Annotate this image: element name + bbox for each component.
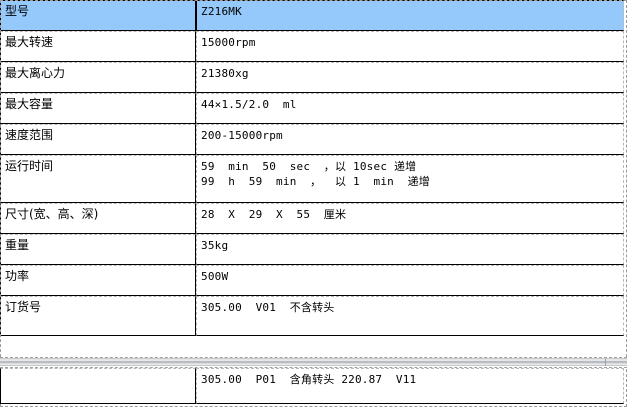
page-break-tick	[605, 359, 606, 366]
row-value-cell: 305.00 P01 含角转头 220.87 V11	[196, 368, 624, 404]
row-value-cell: 59 min 50 sec ，以 10sec 递增 99 h 59 min ， …	[196, 155, 624, 203]
row-value: 200-15000rpm	[201, 129, 283, 142]
row-value: 59 min 50 sec ，以 10sec 递增 99 h 59 min ， …	[201, 160, 431, 188]
row-label-cell: 重量	[0, 234, 196, 265]
row-value: 28 X 29 X 55 厘米	[201, 208, 347, 221]
table-row-model: 型号 Z216MK	[0, 0, 624, 31]
table-row-dimensions: 尺寸(宽、高、深) 28 X 29 X 55 厘米	[0, 203, 624, 234]
row-value-cell: 35kg	[196, 234, 624, 265]
row-label-cell: 最大转速	[0, 31, 196, 62]
row-label-cell: 最大离心力	[0, 62, 196, 93]
row-label-cell: 尺寸(宽、高、深)	[0, 203, 196, 234]
row-value-cell: 305.00 V01 不含转头	[196, 296, 624, 336]
page-break-separator	[0, 357, 627, 368]
specification-table-body: 型号 Z216MK 最大转速 15000rpm 最大离心力	[0, 0, 624, 336]
row-value: Z216MK	[201, 5, 242, 18]
row-label: 最大离心力	[5, 66, 66, 80]
row-value: 15000rpm	[201, 36, 256, 49]
row-value: 44×1.5/2.0 ml	[201, 98, 297, 111]
table-row-max-capacity: 最大容量 44×1.5/2.0 ml	[0, 93, 624, 124]
page-break-top-rule	[0, 357, 627, 358]
row-label: 最大转速	[5, 35, 54, 49]
row-label: 尺寸(宽、高、深)	[5, 207, 99, 221]
row-value-cell: 200-15000rpm	[196, 124, 624, 155]
table-row-run-time: 运行时间 59 min 50 sec ，以 10sec 递增 99 h 59 m…	[0, 155, 624, 203]
row-label: 订货号	[5, 300, 42, 314]
row-label: 最大容量	[5, 97, 54, 111]
row-value-cell: 44×1.5/2.0 ml	[196, 93, 624, 124]
row-value: 500W	[201, 270, 229, 283]
row-label: 运行时间	[5, 159, 54, 173]
row-label: 型号	[5, 4, 30, 18]
table-row-max-rcf: 最大离心力 21380xg	[0, 62, 624, 93]
table-row-max-speed: 最大转速 15000rpm	[0, 31, 624, 62]
table-row-order-number: 订货号 305.00 V01 不含转头	[0, 296, 624, 336]
row-value-cell: 500W	[196, 265, 624, 296]
row-label-cell: 运行时间	[0, 155, 196, 203]
row-value: 21380xg	[201, 67, 249, 80]
row-label-cell	[0, 368, 196, 404]
row-value-cell: Z216MK	[196, 0, 624, 31]
row-label-cell: 功率	[0, 265, 196, 296]
table-row-order-number-angle-rotor: 305.00 P01 含角转头 220.87 V11	[0, 368, 624, 404]
specification-table-continued: 305.00 P01 含角转头 220.87 V11	[0, 368, 624, 404]
table-row-speed-range: 速度范围 200-15000rpm	[0, 124, 624, 155]
row-label: 速度范围	[5, 128, 54, 142]
row-value: 35kg	[201, 239, 229, 252]
row-value-cell: 15000rpm	[196, 31, 624, 62]
row-label-cell: 速度范围	[0, 124, 196, 155]
specification-table-continued-body: 305.00 P01 含角转头 220.87 V11	[0, 368, 624, 404]
specification-table: 型号 Z216MK 最大转速 15000rpm 最大离心力	[0, 0, 624, 336]
table-row-power: 功率 500W	[0, 265, 624, 296]
row-value: 305.00 P01 含角转头 220.87 V11	[201, 373, 417, 386]
page-break-bottom-rule	[0, 367, 627, 368]
row-label-cell: 型号	[0, 0, 196, 31]
row-label-cell: 订货号	[0, 296, 196, 336]
row-label: 重量	[5, 238, 30, 252]
row-label-cell: 最大容量	[0, 93, 196, 124]
row-value-cell: 21380xg	[196, 62, 624, 93]
row-label: 功率	[5, 269, 30, 283]
row-value: 305.00 V01 不含转头	[201, 301, 335, 314]
table-row-weight: 重量 35kg	[0, 234, 624, 265]
row-value-cell: 28 X 29 X 55 厘米	[196, 203, 624, 234]
